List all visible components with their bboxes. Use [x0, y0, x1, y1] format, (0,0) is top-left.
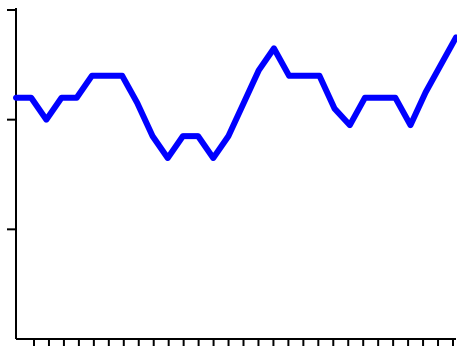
axes [15, 8, 456, 340]
series-line-0 [13, 34, 457, 162]
ticks [7, 9, 454, 346]
series-group [13, 34, 457, 162]
